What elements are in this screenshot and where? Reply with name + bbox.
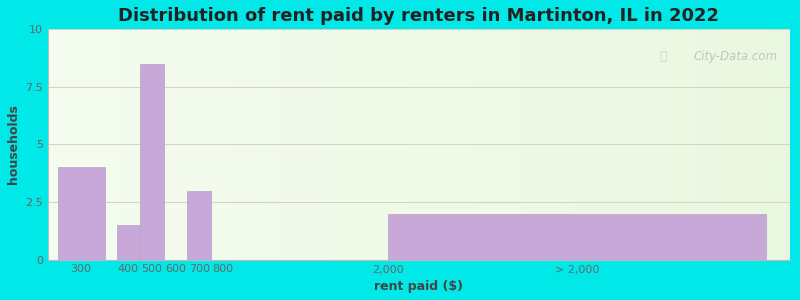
Y-axis label: households: households [7,104,20,184]
Bar [117,225,140,260]
Bar [187,190,211,260]
Title: Distribution of rent paid by renters in Martinton, IL in 2022: Distribution of rent paid by renters in … [118,7,719,25]
X-axis label: rent paid ($): rent paid ($) [374,280,463,293]
Text: City-Data.com: City-Data.com [693,50,778,63]
Text: 🔍: 🔍 [660,50,667,63]
Bar [388,214,766,260]
Bar [140,64,164,260]
Bar [58,167,105,260]
